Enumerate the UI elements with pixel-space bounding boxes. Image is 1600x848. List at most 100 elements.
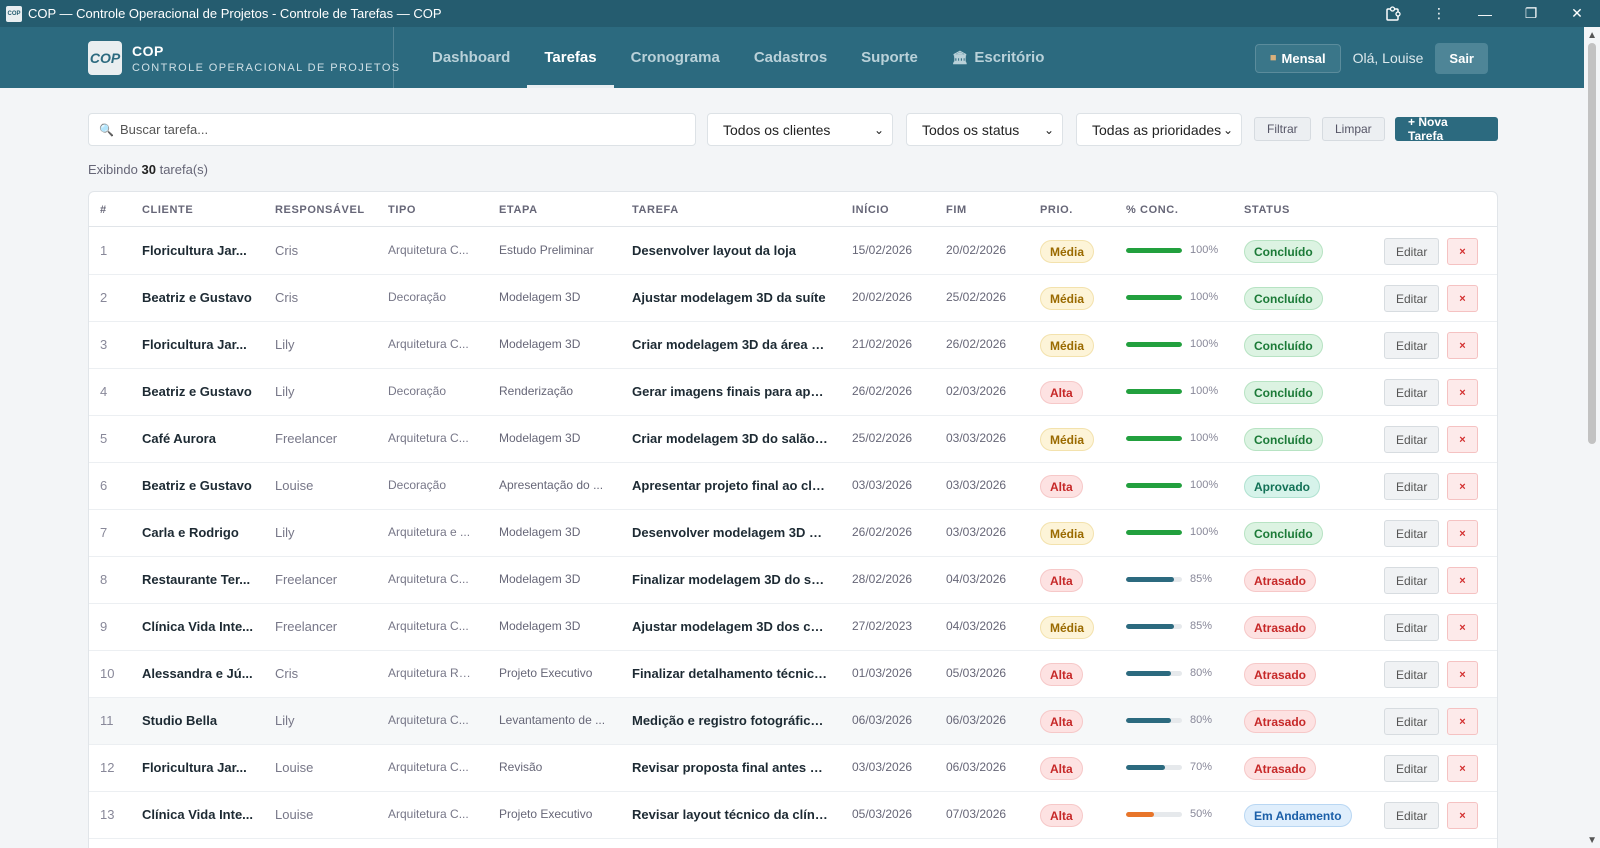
delete-button[interactable]: × <box>1447 755 1478 782</box>
progress-percent: 85% <box>1190 573 1213 585</box>
progress-fill <box>1126 577 1174 582</box>
delete-button[interactable]: × <box>1447 332 1478 359</box>
edit-button[interactable]: Editar <box>1384 661 1440 688</box>
row-number: 12 <box>100 760 115 775</box>
table-row[interactable]: 12 Floricultura Jar... Louise Arquitetura C… <box>89 745 1497 792</box>
progress-fill <box>1126 483 1182 488</box>
delete-button[interactable]: × <box>1447 802 1478 829</box>
restore-icon[interactable]: ❐ <box>1524 5 1538 21</box>
nav-tarefas[interactable]: Tarefas <box>527 27 614 88</box>
col-cliente[interactable]: CLIENTE <box>142 204 194 216</box>
delete-button[interactable]: × <box>1447 661 1478 688</box>
mensal-button[interactable]: ■ Mensal <box>1254 43 1341 73</box>
table-row[interactable]: 3 Floricultura Jar... Lily Arquitetura C...… <box>89 322 1497 369</box>
table-row[interactable]: 10 Alessandra e Jú... Cris Arquitetura Re..… <box>89 651 1497 698</box>
priority-select[interactable]: Todas as prioridades ⌄ <box>1076 113 1242 146</box>
scrollbar-thumb[interactable] <box>1588 43 1596 444</box>
extensions-icon[interactable] <box>1370 0 1416 27</box>
edit-button[interactable]: Editar <box>1384 379 1440 406</box>
delete-button[interactable]: × <box>1447 285 1478 312</box>
edit-button[interactable]: Editar <box>1384 614 1440 641</box>
table-row[interactable]: 4 Beatriz e Gustavo Lily Decoração Renderiza… <box>89 369 1497 416</box>
nav-escritorio[interactable]: 🏛 Escritório <box>935 27 1062 88</box>
delete-button[interactable]: × <box>1447 614 1478 641</box>
edit-button[interactable]: Editar <box>1384 802 1440 829</box>
row-inicio: 05/03/2026 <box>852 807 913 821</box>
chevron-down-icon: ⌄ <box>873 122 884 137</box>
client-select[interactable]: Todos os clientes ⌄ <box>707 113 893 146</box>
progress-percent: 80% <box>1190 667 1213 679</box>
nav-dashboard[interactable]: Dashboard <box>432 49 511 66</box>
table-row[interactable]: 7 Carla e Rodrigo Lily Arquitetura e ... Mod… <box>89 510 1497 557</box>
nav-suporte[interactable]: Suporte <box>861 49 918 66</box>
table-row[interactable]: 1 Floricultura Jar... Cris Arquitetura C...… <box>89 228 1497 275</box>
edit-button[interactable]: Editar <box>1384 426 1440 453</box>
row-number: 2 <box>100 290 108 305</box>
table-row[interactable]: 5 Café Aurora Freelancer Arquitetura C... Mo… <box>89 416 1497 463</box>
col-tipo[interactable]: TIPO <box>388 204 417 216</box>
delete-button[interactable]: × <box>1447 520 1478 547</box>
col-number[interactable]: # <box>100 204 107 216</box>
more-options-icon[interactable]: ⋮ <box>1432 5 1446 21</box>
nav-cronograma[interactable]: Cronograma <box>630 49 720 66</box>
edit-button[interactable]: Editar <box>1384 285 1440 312</box>
col-status[interactable]: STATUS <box>1244 204 1290 216</box>
row-tipo: Arquitetura C... <box>388 243 469 257</box>
table-header: # CLIENTE RESPONSÁVEL TIPO ETAPA TAREFA … <box>89 192 1497 227</box>
scroll-down-icon[interactable]: ▼ <box>1587 835 1597 846</box>
edit-button[interactable]: Editar <box>1384 567 1440 594</box>
col-conclusao[interactable]: % CONC. <box>1126 204 1179 216</box>
search-input[interactable]: 🔍 Buscar tarefa... <box>88 113 696 146</box>
row-cliente: Clínica Vida Inte... <box>142 807 254 822</box>
progress-bar <box>1126 671 1182 676</box>
page-scrollbar[interactable]: ▲ ▼ <box>1584 27 1600 848</box>
col-tarefa[interactable]: TAREFA <box>632 204 679 216</box>
edit-button[interactable]: Editar <box>1384 238 1440 265</box>
search-placeholder: Buscar tarefa... <box>119 122 209 137</box>
clear-button[interactable]: Limpar <box>1322 117 1385 141</box>
col-fim[interactable]: FIM <box>946 204 967 216</box>
status-select[interactable]: Todos os status ⌄ <box>906 113 1063 146</box>
status-badge: Concluído <box>1244 428 1323 451</box>
row-etapa: Renderização <box>499 384 574 398</box>
logout-button[interactable]: Sair <box>1435 42 1488 74</box>
filter-button[interactable]: Filtrar <box>1254 117 1311 141</box>
table-row[interactable]: 11 Studio Bella Lily Arquitetura C... Levant… <box>89 698 1497 745</box>
edit-button[interactable]: Editar <box>1384 755 1440 782</box>
table-row[interactable]: 13 Clínica Vida Inte... Louise Arquitetura … <box>89 792 1497 839</box>
delete-button[interactable]: × <box>1447 238 1478 265</box>
delete-button[interactable]: × <box>1447 708 1478 735</box>
col-prioridade[interactable]: PRIO. <box>1040 204 1073 216</box>
status-badge: Aprovado <box>1244 475 1321 498</box>
row-fim: 03/03/2026 <box>946 525 1007 539</box>
priority-select-value: Todas as prioridades <box>1092 121 1222 138</box>
delete-button[interactable]: × <box>1447 567 1478 594</box>
minimize-icon[interactable]: — <box>1478 5 1492 22</box>
edit-button[interactable]: Editar <box>1384 332 1440 359</box>
scroll-up-icon[interactable]: ▲ <box>1587 30 1597 41</box>
nav-cadastros[interactable]: Cadastros <box>753 49 828 66</box>
row-cliente: Floricultura Jar... <box>142 760 247 775</box>
table-row[interactable]: 9 Clínica Vida Inte... Freelancer Arquitetu… <box>89 604 1497 651</box>
table-row[interactable]: 6 Beatriz e Gustavo Louise Decoração Apresen… <box>89 463 1497 510</box>
row-cliente: Floricultura Jar... <box>142 243 247 258</box>
edit-button[interactable]: Editar <box>1384 708 1440 735</box>
table-row[interactable]: 8 Restaurante Ter... Freelancer Arquitetura… <box>89 557 1497 604</box>
row-cliente: Studio Bella <box>142 713 218 728</box>
brand[interactable]: COP COP CONTROLE OPERACIONAL DE PROJETOS <box>88 41 401 75</box>
table-row[interactable]: 2 Beatriz e Gustavo Cris Decoração Modelagem… <box>89 275 1497 322</box>
nav-escritorio-label: Escritório <box>974 49 1045 66</box>
col-inicio[interactable]: INÍCIO <box>852 204 890 216</box>
delete-button[interactable]: × <box>1447 473 1478 500</box>
delete-button[interactable]: × <box>1447 379 1478 406</box>
col-etapa[interactable]: ETAPA <box>499 204 538 216</box>
edit-button[interactable]: Editar <box>1384 520 1440 547</box>
new-task-button[interactable]: + Nova Tarefa <box>1395 115 1498 143</box>
close-icon[interactable]: ✕ <box>1571 5 1583 21</box>
progress-bar <box>1126 248 1182 253</box>
col-responsavel[interactable]: RESPONSÁVEL <box>275 204 365 216</box>
edit-button[interactable]: Editar <box>1384 473 1440 500</box>
progress-fill <box>1126 624 1174 629</box>
delete-button[interactable]: × <box>1447 426 1478 453</box>
results-number: 30 <box>141 162 156 177</box>
